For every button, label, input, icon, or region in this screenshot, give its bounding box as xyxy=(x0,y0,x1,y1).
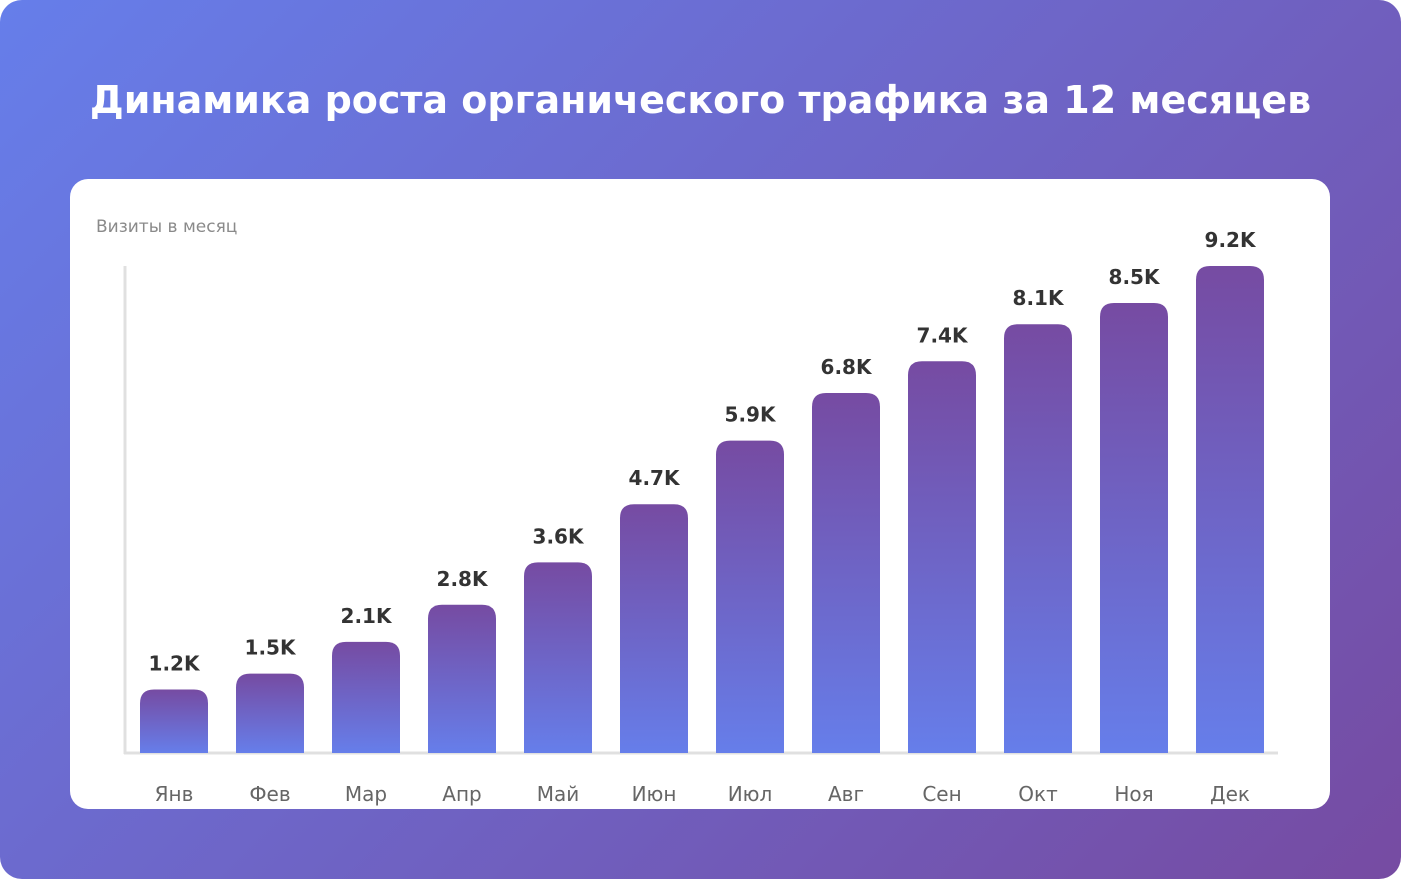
bar-2 xyxy=(236,673,304,753)
bar-chart-plot: 1.2K Янв 1.5K Фев 2.1K Мар 2.8K Апр 3.6K Май 4.7K И… xyxy=(123,228,1278,806)
bars-group: 1.2K Янв 1.5K Фев 2.1K Мар 2.8K Апр 3.6K Май 4.7K И… xyxy=(140,228,1264,806)
bar-1 xyxy=(140,689,208,753)
bar-11 xyxy=(1100,303,1168,753)
chart-card: Визиты в месяц 1.2K Янв 1.5K Фев 2.1K Мар 2.8K… xyxy=(70,179,1330,809)
bar-10 xyxy=(1004,324,1072,753)
bar-3 xyxy=(332,641,400,753)
bar-12 xyxy=(1196,266,1264,753)
bar-value-label: 2.1K xyxy=(341,604,393,628)
bar-value-label: 1.2K xyxy=(149,651,201,675)
bar-value-label: 8.1K xyxy=(1013,286,1065,310)
bar-8 xyxy=(812,393,880,753)
x-tick-label: Май xyxy=(537,782,580,806)
bar-6 xyxy=(620,504,688,753)
x-tick-label: Июн xyxy=(632,782,677,806)
bar-value-label: 7.4K xyxy=(917,323,969,347)
x-tick-label: Июл xyxy=(728,782,773,806)
x-tick-label: Дек xyxy=(1210,782,1250,806)
bar-value-label: 8.5K xyxy=(1109,265,1161,289)
x-tick-label: Янв xyxy=(155,782,194,806)
x-tick-label: Авг xyxy=(828,782,864,806)
bar-4 xyxy=(428,604,496,753)
y-axis-label: Визиты в месяц xyxy=(96,217,238,237)
bar-9 xyxy=(908,361,976,753)
x-tick-label: Ноя xyxy=(1114,782,1153,806)
x-tick-label: Сен xyxy=(922,782,961,806)
chart-title: Динамика роста органического трафика за … xyxy=(89,78,1312,122)
bar-value-label: 9.2K xyxy=(1205,228,1257,252)
bar-value-label: 5.9K xyxy=(725,403,777,427)
bar-5 xyxy=(524,562,592,753)
bar-value-label: 3.6K xyxy=(533,524,585,548)
bar-7 xyxy=(716,440,784,753)
x-tick-label: Фев xyxy=(249,782,290,806)
bar-value-label: 1.5K xyxy=(245,636,297,660)
bar-value-label: 2.8K xyxy=(437,567,489,591)
x-tick-label: Апр xyxy=(442,782,481,806)
x-tick-label: Мар xyxy=(345,782,387,806)
x-tick-label: Окт xyxy=(1018,782,1058,806)
bar-value-label: 4.7K xyxy=(629,466,681,490)
bar-value-label: 6.8K xyxy=(821,355,873,379)
